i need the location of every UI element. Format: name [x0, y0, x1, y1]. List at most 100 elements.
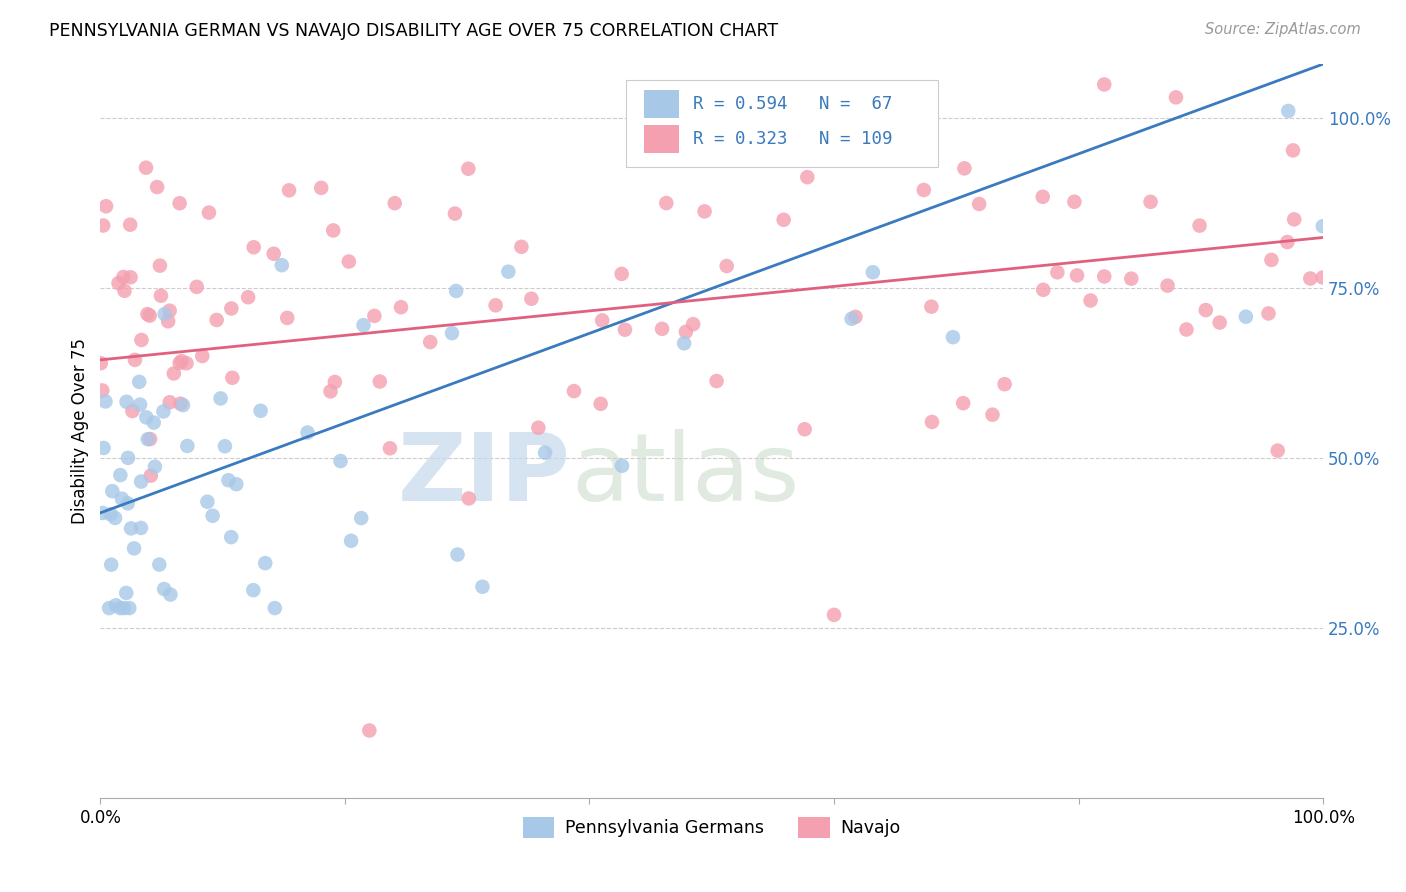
Point: [254, 556, 277, 570]
Point: [124, 352, 146, 367]
Text: ZIP: ZIP: [398, 429, 571, 521]
Point: [221, 301, 243, 316]
Point: [1175, 322, 1198, 336]
Point: [844, 310, 866, 324]
Point: [1121, 271, 1143, 285]
Point: [236, 290, 259, 304]
Point: [419, 334, 441, 349]
Point: [136, 307, 159, 321]
Point: [135, 161, 157, 175]
Point: [195, 494, 218, 508]
Point: [120, 218, 142, 232]
Point: [329, 454, 352, 468]
Point: [120, 521, 142, 535]
Point: [693, 204, 716, 219]
Point: [796, 170, 818, 185]
Point: [862, 265, 884, 279]
Point: [921, 415, 943, 429]
Point: [1032, 190, 1054, 204]
Point: [534, 446, 557, 460]
Point: [242, 240, 264, 254]
Point: [205, 313, 228, 327]
Point: [129, 398, 152, 412]
Point: [485, 298, 508, 312]
Point: [111, 491, 134, 506]
Point: [1208, 316, 1230, 330]
Text: PENNSYLVANIA GERMAN VS NAVAJO DISABILITY AGE OVER 75 CORRELATION CHART: PENNSYLVANIA GERMAN VS NAVAJO DISABILITY…: [49, 22, 779, 40]
Point: [139, 432, 162, 446]
Point: [149, 259, 172, 273]
Point: [172, 398, 194, 412]
Point: [748, 133, 770, 147]
Point: [278, 183, 301, 197]
Legend: Pennsylvania Germans, Navajo: Pennsylvania Germans, Navajo: [516, 810, 907, 845]
Point: [953, 161, 976, 176]
Point: [613, 323, 636, 337]
Point: [323, 375, 346, 389]
Point: [1257, 306, 1279, 320]
Point: [793, 422, 815, 436]
Point: [242, 583, 264, 598]
Point: [912, 183, 935, 197]
Point: [368, 375, 391, 389]
Point: [806, 110, 828, 124]
Point: [225, 477, 247, 491]
Point: [112, 601, 135, 615]
Point: [471, 580, 494, 594]
Point: [129, 475, 152, 489]
Point: [217, 473, 239, 487]
Point: [152, 404, 174, 418]
Point: [1032, 283, 1054, 297]
Point: [186, 280, 208, 294]
Point: [91, 384, 114, 398]
Point: [139, 309, 162, 323]
Point: [716, 259, 738, 273]
Point: [562, 384, 585, 398]
Point: [142, 416, 165, 430]
Point: [1312, 219, 1334, 234]
Point: [1299, 271, 1322, 285]
Point: [1260, 252, 1282, 267]
Bar: [644, 90, 679, 118]
Point: [655, 196, 678, 211]
Text: R = 0.594   N =  67: R = 0.594 N = 67: [693, 95, 893, 112]
Point: [1046, 265, 1069, 279]
Point: [1092, 269, 1115, 284]
Point: [1164, 90, 1187, 104]
Point: [1267, 443, 1289, 458]
Point: [706, 374, 728, 388]
Point: [952, 396, 974, 410]
Point: [440, 326, 463, 341]
Point: [115, 394, 138, 409]
Point: [128, 375, 150, 389]
Point: [98, 601, 121, 615]
Point: [1282, 144, 1305, 158]
Point: [221, 370, 243, 384]
Point: [994, 377, 1017, 392]
Point: [169, 196, 191, 211]
Point: [100, 508, 122, 522]
Point: [1195, 303, 1218, 318]
Point: [1139, 194, 1161, 209]
Point: [981, 408, 1004, 422]
Point: [444, 284, 467, 298]
Point: [176, 439, 198, 453]
Point: [823, 607, 845, 622]
Point: [841, 311, 863, 326]
Point: [198, 205, 221, 219]
Point: [270, 258, 292, 272]
Point: [1282, 212, 1305, 227]
Point: [651, 322, 673, 336]
Point: [94, 199, 117, 213]
Point: [90, 356, 112, 370]
Point: [209, 392, 232, 406]
Point: [942, 330, 965, 344]
Point: [457, 491, 479, 506]
Point: [297, 425, 319, 440]
Point: [350, 511, 373, 525]
Point: [610, 458, 633, 473]
Point: [967, 197, 990, 211]
Point: [91, 506, 114, 520]
Point: [214, 439, 236, 453]
Point: [772, 212, 794, 227]
